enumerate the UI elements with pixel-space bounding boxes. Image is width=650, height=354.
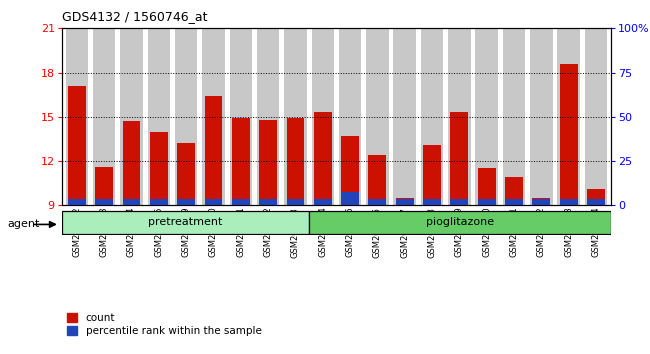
Bar: [532, 198, 550, 205]
Bar: [366, 28, 389, 205]
Bar: [177, 199, 195, 205]
Bar: [478, 199, 495, 205]
Bar: [120, 28, 142, 205]
Bar: [148, 28, 170, 205]
Bar: [259, 120, 277, 205]
Bar: [587, 189, 605, 205]
Bar: [341, 192, 359, 205]
Bar: [287, 199, 304, 205]
Bar: [205, 199, 222, 205]
Bar: [123, 121, 140, 205]
Text: agent: agent: [8, 219, 40, 229]
Bar: [530, 28, 552, 205]
Bar: [341, 136, 359, 205]
Legend: count, percentile rank within the sample: count, percentile rank within the sample: [67, 313, 261, 336]
Bar: [314, 113, 332, 205]
Bar: [175, 28, 198, 205]
Bar: [202, 28, 225, 205]
FancyBboxPatch shape: [62, 211, 309, 234]
Bar: [396, 199, 413, 205]
Bar: [123, 199, 140, 205]
Bar: [503, 28, 525, 205]
Bar: [423, 199, 441, 205]
Bar: [448, 28, 471, 205]
Bar: [311, 28, 334, 205]
Bar: [287, 118, 304, 205]
Bar: [450, 199, 468, 205]
Bar: [450, 113, 468, 205]
Bar: [560, 199, 578, 205]
Bar: [257, 28, 280, 205]
Text: GDS4132 / 1560746_at: GDS4132 / 1560746_at: [62, 10, 207, 23]
Bar: [369, 199, 386, 205]
Bar: [314, 199, 332, 205]
Bar: [396, 198, 413, 205]
Text: pioglitazone: pioglitazone: [426, 217, 494, 227]
Bar: [587, 199, 605, 205]
Text: pretreatment: pretreatment: [148, 217, 222, 227]
Bar: [68, 199, 86, 205]
Bar: [505, 199, 523, 205]
Bar: [475, 28, 498, 205]
Bar: [232, 118, 250, 205]
Bar: [478, 169, 495, 205]
Bar: [93, 28, 115, 205]
Bar: [369, 155, 386, 205]
Bar: [339, 28, 361, 205]
Bar: [66, 28, 88, 205]
Bar: [393, 28, 416, 205]
Bar: [229, 28, 252, 205]
Bar: [177, 143, 195, 205]
Bar: [505, 177, 523, 205]
Bar: [532, 199, 550, 205]
Bar: [421, 28, 443, 205]
Bar: [259, 199, 277, 205]
Bar: [585, 28, 607, 205]
FancyBboxPatch shape: [309, 211, 611, 234]
Bar: [95, 167, 113, 205]
Bar: [150, 132, 168, 205]
Bar: [232, 199, 250, 205]
Bar: [95, 199, 113, 205]
Bar: [68, 86, 86, 205]
Bar: [560, 64, 578, 205]
Bar: [150, 199, 168, 205]
Bar: [284, 28, 307, 205]
Bar: [205, 96, 222, 205]
Bar: [423, 145, 441, 205]
Bar: [558, 28, 580, 205]
